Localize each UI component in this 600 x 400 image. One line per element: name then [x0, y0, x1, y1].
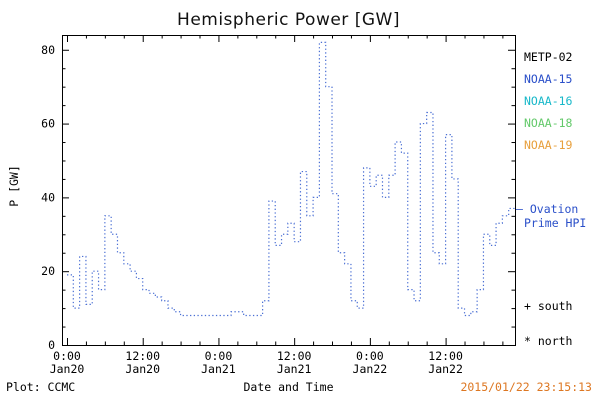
model-legend: – Ovation Prime HPI: [516, 202, 586, 230]
chart-title: Hemispheric Power [GW]: [177, 10, 400, 30]
hpi-step-line: [67, 41, 515, 317]
plot-source-label: Plot: CCMC: [6, 380, 76, 394]
legend-item-noaa-19: NOAA-19: [524, 138, 573, 152]
model-legend-line1: – Ovation: [516, 202, 579, 216]
y-tick-label: 80: [41, 43, 55, 57]
legend-item-noaa-16: NOAA-16: [524, 94, 573, 108]
x-tick-time: 0:00: [205, 349, 233, 363]
y-tick-label: 0: [48, 338, 55, 352]
x-tick-date: Jan22: [428, 362, 463, 376]
x-tick-date: Jan20: [50, 362, 85, 376]
x-tick-time: 0:00: [53, 349, 81, 363]
x-tick-time: 12:00: [277, 349, 312, 363]
legend-item-metp-02: METP-02: [524, 50, 573, 64]
x-tick-date: Jan21: [201, 362, 236, 376]
x-tick-date: Jan22: [353, 362, 388, 376]
model-legend-line2: Prime HPI: [524, 216, 587, 230]
legend-item-noaa-15: NOAA-15: [524, 72, 573, 86]
plot-timestamp: 2015/01/22 23:15:13: [460, 380, 592, 394]
x-tick-time: 12:00: [428, 349, 463, 363]
x-axis-label: Date and Time: [243, 380, 334, 394]
x-tick-date: Jan20: [125, 362, 160, 376]
x-tick-time: 12:00: [125, 349, 160, 363]
y-tick-label: 20: [41, 264, 55, 278]
y-tick-label: 60: [41, 117, 55, 131]
south-marker-label: + south: [524, 299, 573, 313]
x-tick-date: Jan21: [277, 362, 312, 376]
legend-item-noaa-18: NOAA-18: [524, 116, 573, 130]
plot-frame: [62, 35, 516, 346]
axis-tick-labels: 0:00Jan2012:00Jan200:00Jan2112:00Jan210:…: [41, 43, 463, 376]
axis-ticks: [62, 35, 515, 346]
satellite-legend: METP-02 NOAA-15 NOAA-16 NOAA-18 NOAA-19: [524, 46, 572, 156]
y-tick-label: 40: [41, 190, 55, 204]
north-marker-label: * north: [524, 334, 573, 348]
x-tick-time: 0:00: [356, 349, 384, 363]
